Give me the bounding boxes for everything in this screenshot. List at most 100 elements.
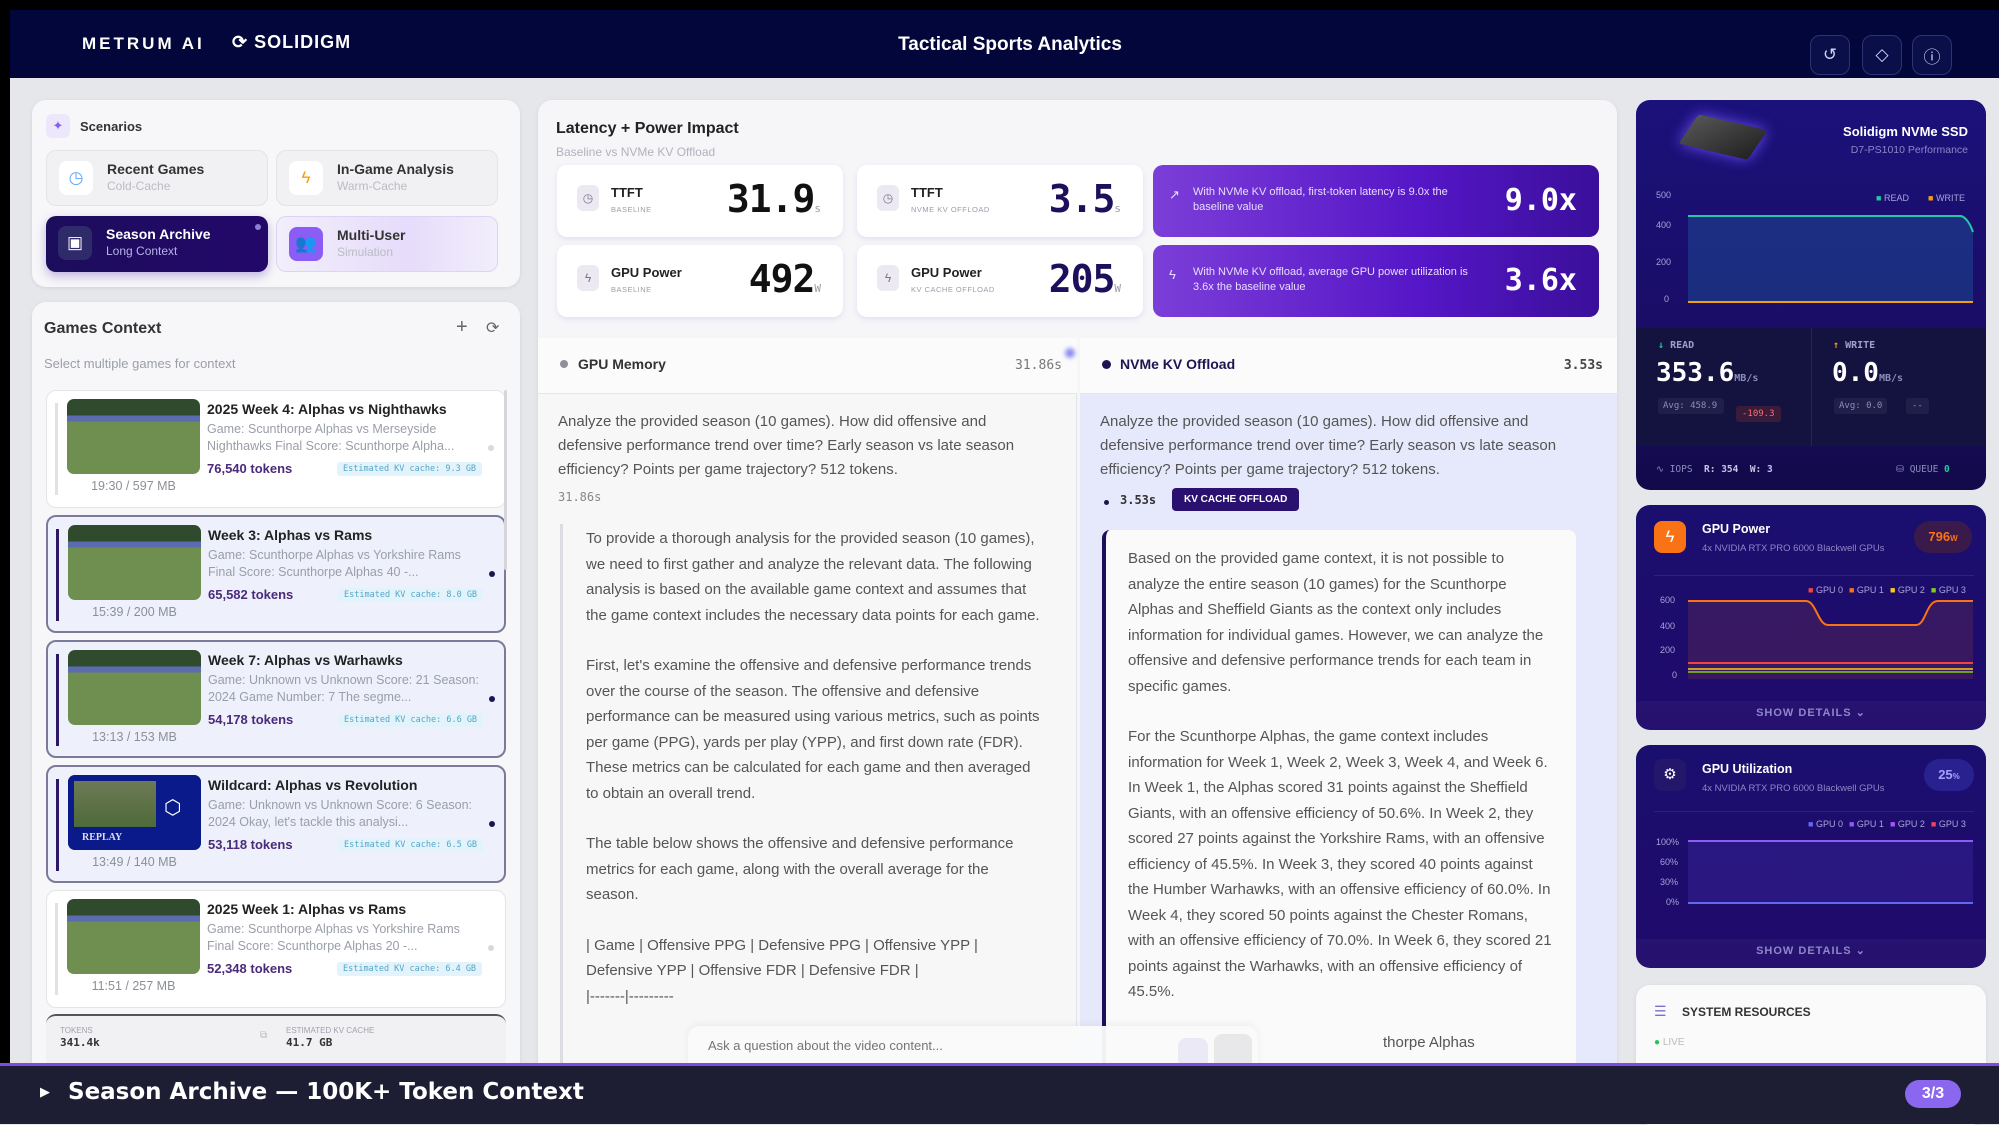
add-game-button[interactable]: + bbox=[456, 316, 468, 339]
impact-subtitle: Baseline vs NVMe KV Offload bbox=[556, 145, 716, 159]
games-context-panel: Games Context + ⟳ Select multiple games … bbox=[32, 302, 520, 1082]
system-resources-title: SYSTEM RESOURCES bbox=[1682, 1005, 1811, 1019]
scenario-title: In-Game Analysis bbox=[337, 161, 454, 177]
write-delta: -- bbox=[1906, 398, 1929, 414]
gpu-memory-column: GPU Memory 31.86s Analyze the provided s… bbox=[538, 338, 1077, 1080]
refresh-button[interactable]: ⟳ bbox=[486, 318, 499, 338]
game-item[interactable]: Week 3: Alphas vs Rams Game: Scunthorpe … bbox=[46, 515, 506, 633]
scenario-subtitle: Cold-Cache bbox=[107, 179, 171, 193]
scenario-season-archive[interactable]: ▣ Season Archive Long Context bbox=[46, 216, 268, 272]
response-paragraph: First, let's examine the offensive and d… bbox=[586, 657, 1040, 802]
write-avg: Avg: 0.0 bbox=[1834, 398, 1888, 414]
ssd-card: Solidigm NVMe SSD D7-PS1010 Performance … bbox=[1636, 100, 1986, 490]
page-title: Tactical Sports Analytics bbox=[898, 34, 1122, 55]
gpu-util-legend: ■ GPU 0 ■ GPU 1 ■ GPU 2 ■ GPU 3 bbox=[1808, 819, 1972, 829]
game-item[interactable]: 2025 Week 1: Alphas vs Rams Game: Scunth… bbox=[46, 890, 506, 1008]
gpu-util-subtitle: 4x NVIDIA RTX PRO 6000 Blackwell GPUs bbox=[1702, 783, 1885, 794]
response-time: 31.86s bbox=[558, 490, 602, 504]
ssd-title: Solidigm NVMe SSD bbox=[1843, 124, 1968, 139]
read-label: READ bbox=[1670, 340, 1695, 351]
page-indicator: 3/3 bbox=[1905, 1080, 1961, 1108]
y-tick: 0 bbox=[1672, 670, 1678, 680]
lightning-icon: ϟ bbox=[1654, 521, 1686, 553]
game-thumbnail bbox=[68, 650, 201, 725]
show-details-button[interactable]: SHOW DETAILS ⌄ bbox=[1636, 701, 1986, 730]
info-button[interactable]: ⓘ bbox=[1912, 35, 1952, 75]
y-tick: 30% bbox=[1660, 877, 1679, 887]
plus-icon: + bbox=[456, 316, 468, 338]
scenario-title: Recent Games bbox=[107, 161, 205, 177]
status-dot bbox=[1104, 500, 1109, 505]
scroll-indicator bbox=[1065, 348, 1075, 358]
lightning-icon: ϟ bbox=[577, 265, 599, 291]
legend-label: GPU 3 bbox=[1938, 819, 1966, 829]
status-dot bbox=[1102, 360, 1111, 369]
legend-swatch: ■ bbox=[1889, 819, 1896, 829]
y-tick: 0 bbox=[1664, 294, 1670, 304]
legend-item: ■ GPU 0 bbox=[1808, 819, 1843, 829]
game-item[interactable]: Week 7: Alphas vs Warhawks Game: Unknown… bbox=[46, 640, 506, 758]
legend-item: ■ GPU 1 bbox=[1849, 819, 1884, 829]
kv-cache-offload-badge: KV CACHE OFFLOAD bbox=[1172, 488, 1300, 511]
game-item[interactable]: 2025 Week 4: Alphas vs Nighthawks Game: … bbox=[46, 390, 506, 508]
lightning-icon: ϟ bbox=[877, 265, 899, 291]
y-tick: 200 bbox=[1660, 645, 1676, 655]
gpu-power-legend: ■ GPU 0 ■ GPU 1 ■ GPU 2 ■ GPU 3 bbox=[1808, 585, 1972, 595]
legend-item: ■ GPU 3 bbox=[1931, 585, 1966, 595]
ratio-card: ↗ With NVMe KV offload, first-token late… bbox=[1153, 165, 1599, 237]
kv-cache-label: ESTIMATED KV CACHE bbox=[286, 1026, 375, 1035]
copy-icon[interactable]: ⧉ bbox=[260, 1030, 268, 1041]
gpu-power-title: GPU Power bbox=[1702, 522, 1771, 536]
metric-card: ϟ GPU Power BASELINE 492W bbox=[557, 245, 843, 317]
response-paragraph: For the Scunthorpe Alphas, the game cont… bbox=[1128, 728, 1552, 1000]
game-thumbnail bbox=[67, 399, 200, 474]
ssd-subtitle: D7-PS1010 Performance bbox=[1850, 144, 1968, 156]
scenarios-title: Scenarios bbox=[80, 119, 143, 134]
metric-card: ϟ GPU Power KV CACHE OFFLOAD 205W bbox=[857, 245, 1143, 317]
games-context-subtitle: Select multiple games for context bbox=[44, 356, 236, 371]
game-item[interactable]: ⬡ REPLAY Wildcard: Alphas vs Revolution G… bbox=[46, 765, 506, 883]
response-card: Based on the provided game context, it i… bbox=[1102, 530, 1576, 1080]
chevron-down-icon: ⌄ bbox=[1855, 945, 1866, 957]
game-duration: 11:51 / 257 MB bbox=[91, 979, 176, 993]
divider bbox=[1811, 328, 1812, 446]
game-duration: 13:13 / 153 MB bbox=[92, 730, 177, 744]
divider bbox=[1654, 811, 1974, 812]
iops-read: R: 354 bbox=[1704, 464, 1739, 475]
selection-bar bbox=[56, 529, 59, 621]
gpu-util-unit: % bbox=[1952, 772, 1960, 781]
read-area bbox=[1688, 216, 1973, 302]
info-icon: ⓘ bbox=[1923, 47, 1941, 67]
metric-value: 205 bbox=[1048, 257, 1116, 301]
game-tokens: 54,178 tokens bbox=[208, 712, 294, 727]
legend-label: GPU 0 bbox=[1815, 585, 1843, 595]
app-header: METRUM AI ⟳ SOLIDIGM ↺ ◇ ⓘ bbox=[10, 10, 1999, 78]
eraser-icon: ◇ bbox=[1875, 45, 1889, 64]
selection-dot bbox=[488, 945, 494, 951]
solidigm-wordmark: SOLIDIGM bbox=[254, 32, 352, 52]
nvme-offload-column: NVMe KV Offload 3.53s Analyze the provid… bbox=[1080, 338, 1617, 1080]
scenario-in-game-analysis[interactable]: ϟ In-Game Analysis Warm-Cache bbox=[276, 150, 498, 206]
response-border bbox=[560, 524, 563, 1080]
reset-button[interactable]: ↺ bbox=[1810, 35, 1850, 75]
prompt-text: Analyze the provided season (10 games). … bbox=[558, 413, 1015, 478]
clear-button[interactable]: ◇ bbox=[1862, 35, 1902, 75]
games-scrollbar[interactable] bbox=[504, 390, 507, 570]
show-details-label: SHOW DETAILS bbox=[1756, 707, 1852, 719]
arrow-down-icon: ↓ bbox=[1658, 340, 1665, 351]
show-details-button[interactable]: SHOW DETAILS ⌄ bbox=[1636, 939, 1986, 968]
ratio-card: ϟ With NVMe KV offload, average GPU powe… bbox=[1153, 245, 1599, 317]
selection-dot bbox=[489, 696, 495, 702]
gpu-util-title: GPU Utilization bbox=[1702, 762, 1793, 776]
prompt-text: Analyze the provided season (10 games). … bbox=[1100, 413, 1557, 478]
game-kv-cache: Estimated KV cache: 9.3 GB bbox=[337, 462, 483, 476]
scenario-recent-games[interactable]: ◷ Recent Games Cold-Cache bbox=[46, 150, 268, 206]
scenario-multi-user[interactable]: 👥 Multi-User Simulation bbox=[276, 216, 498, 272]
game-thumbnail bbox=[68, 525, 201, 600]
lightning-icon: ϟ bbox=[289, 161, 323, 195]
gpu1-area bbox=[1688, 601, 1973, 679]
y-tick: 60% bbox=[1660, 857, 1679, 867]
ask-question-input[interactable] bbox=[708, 1038, 1108, 1053]
y-tick: 100% bbox=[1656, 837, 1680, 847]
legend-label: GPU 3 bbox=[1938, 585, 1966, 595]
